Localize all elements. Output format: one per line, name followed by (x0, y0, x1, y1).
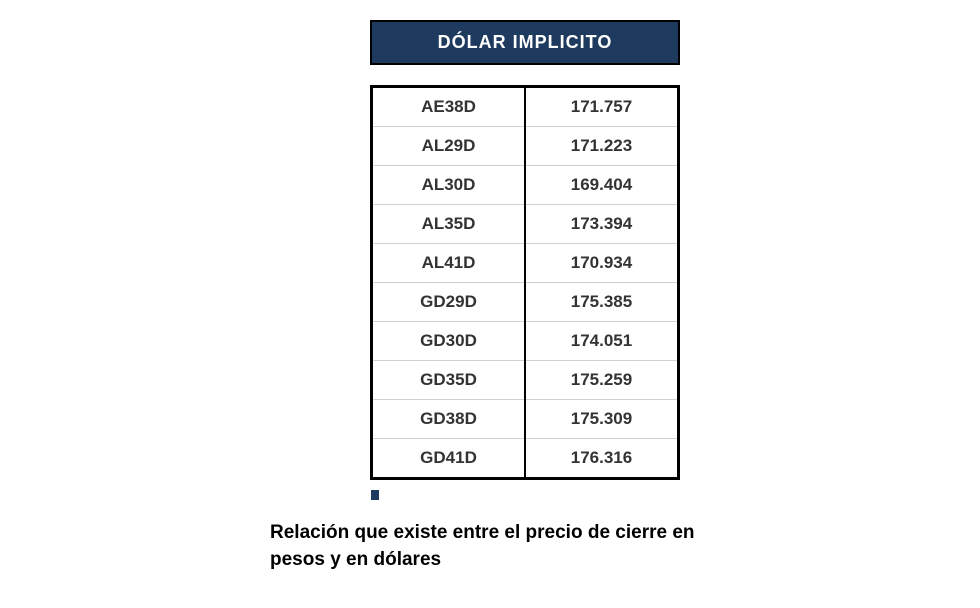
value-cell: 174.051 (525, 322, 679, 361)
table-row: GD30D 174.051 (372, 322, 679, 361)
ticker-cell: AL35D (372, 205, 526, 244)
value-cell: 171.223 (525, 127, 679, 166)
caption-text: Relación que existe entre el precio de c… (270, 520, 710, 573)
ticker-cell: GD29D (372, 283, 526, 322)
value-cell: 173.394 (525, 205, 679, 244)
data-table: AE38D 171.757 AL29D 171.223 AL30D 169.40… (370, 85, 680, 480)
ticker-cell: GD35D (372, 361, 526, 400)
table-row: AL35D 173.394 (372, 205, 679, 244)
table-row: AL41D 170.934 (372, 244, 679, 283)
ticker-cell: GD38D (372, 400, 526, 439)
ticker-cell: GD41D (372, 439, 526, 479)
ticker-cell: AE38D (372, 87, 526, 127)
ticker-cell: AL41D (372, 244, 526, 283)
value-cell: 175.259 (525, 361, 679, 400)
table-row: AL30D 169.404 (372, 166, 679, 205)
value-cell: 170.934 (525, 244, 679, 283)
ticker-cell: GD30D (372, 322, 526, 361)
table-row: GD41D 176.316 (372, 439, 679, 479)
spacer (370, 65, 680, 85)
corner-marker (371, 490, 379, 500)
table-body: AE38D 171.757 AL29D 171.223 AL30D 169.40… (372, 87, 679, 479)
table-row: GD29D 175.385 (372, 283, 679, 322)
table-row: GD38D 175.309 (372, 400, 679, 439)
value-cell: 171.757 (525, 87, 679, 127)
value-cell: 169.404 (525, 166, 679, 205)
table-row: AL29D 171.223 (372, 127, 679, 166)
ticker-cell: AL29D (372, 127, 526, 166)
value-cell: 175.309 (525, 400, 679, 439)
table-title: DÓLAR IMPLICITO (370, 20, 680, 65)
table-container: DÓLAR IMPLICITO AE38D 171.757 AL29D 171.… (370, 20, 680, 480)
value-cell: 175.385 (525, 283, 679, 322)
table-row: AE38D 171.757 (372, 87, 679, 127)
table-row: GD35D 175.259 (372, 361, 679, 400)
ticker-cell: AL30D (372, 166, 526, 205)
value-cell: 176.316 (525, 439, 679, 479)
